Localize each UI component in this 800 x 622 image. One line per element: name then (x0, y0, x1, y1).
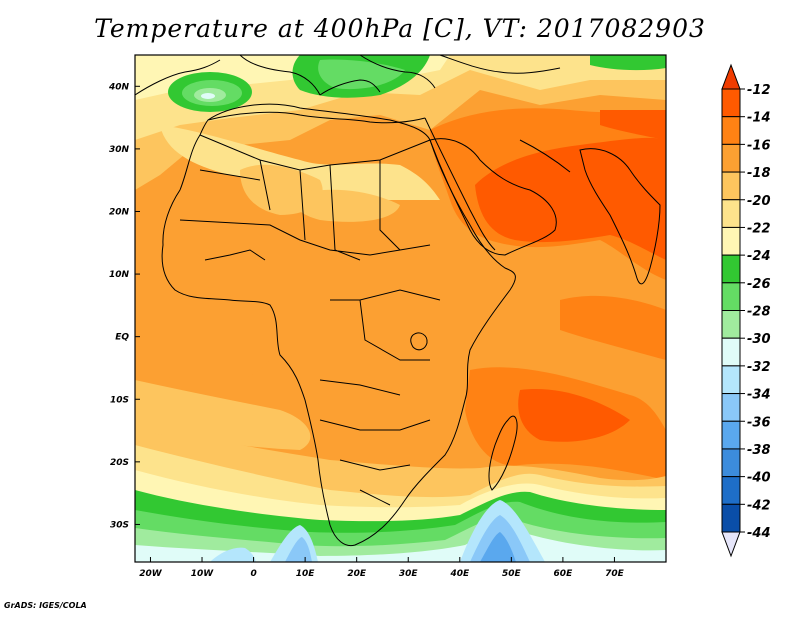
x-tick-label: 10E (296, 569, 316, 579)
y-tick-label: 30N (109, 145, 130, 155)
colorbar-label: -44 (747, 526, 771, 541)
colorbar-label: -32 (747, 360, 771, 375)
colorbar-label: -12 (747, 83, 771, 98)
colorbar-label: -34 (747, 388, 771, 403)
colorbar-label: -20 (747, 194, 771, 209)
x-tick-label: 20W (139, 569, 163, 579)
colorbar-swatch (721, 199, 741, 228)
colorbar-swatch (721, 365, 741, 395)
colorbar-label: -22 (747, 221, 771, 236)
x-tick-label: 0 (250, 569, 256, 579)
colorbar-swatch (721, 143, 741, 173)
y-tick-label: 30S (110, 520, 129, 530)
colorbar-label: -30 (747, 332, 771, 347)
grads-credit: GrADS: IGES/COLA (4, 601, 87, 610)
colorbar-swatch (721, 393, 741, 422)
x-tick-label: 70E (605, 569, 625, 579)
y-tick-label: 20S (110, 458, 129, 468)
y-tick-label: EQ (115, 333, 129, 343)
coastlines (135, 55, 661, 547)
colorbar-label: -40 (747, 471, 771, 486)
y-tick-label: 40N (108, 82, 130, 92)
y-tick-label: 10S (110, 395, 129, 405)
y-tick-label: 20N (109, 207, 130, 217)
colorbar-swatch (721, 476, 741, 505)
colorbar-label: -36 (747, 415, 771, 430)
colorbar-top-arrow (721, 63, 741, 90)
colorbar-label: -38 (747, 443, 771, 458)
colorbar-swatch (721, 420, 741, 450)
x-tick-label: 30E (399, 569, 419, 579)
y-axis-ticks: 40N 30N 20N 10N EQ 10S 20S 30S (108, 82, 140, 530)
colorbar-bottom-arrow (721, 531, 741, 558)
colorbar-swatch (721, 88, 741, 118)
colorbar-swatch (721, 171, 741, 201)
x-tick-label: 40E (449, 569, 470, 579)
colorbar-swatch (721, 310, 741, 339)
x-tick-label: 20E (347, 569, 367, 579)
colorbar-swatch (721, 226, 741, 256)
plot-frame (134, 54, 667, 563)
colorbar: -12 -14 -16 -18 -20 -22 -24 -26 -28 -30 -32 -34 -36 -… (721, 63, 771, 558)
colorbar-label: -24 (747, 249, 771, 264)
colorbar-swatch (721, 254, 741, 284)
colorbar-swatch (721, 282, 741, 311)
colorbar-label: -26 (747, 277, 771, 292)
x-tick-label: 10W (191, 569, 215, 579)
colorbar-swatch (721, 337, 741, 367)
colorbar-label: -42 (747, 498, 771, 513)
colorbar-label: -14 (747, 111, 771, 126)
y-tick-label: 10N (109, 270, 130, 280)
x-axis-ticks: 20W 10W 0 10E 20E 30E 40E 50E 60E 70E (139, 557, 625, 579)
temperature-field (135, 55, 666, 562)
colorbar-swatch (721, 116, 741, 145)
colorbar-swatch (721, 448, 741, 478)
x-tick-label: 50E (502, 569, 522, 579)
colorbar-label: -16 (747, 138, 771, 153)
colorbar-swatch (721, 503, 741, 533)
x-tick-label: 60E (554, 569, 574, 579)
colorbar-label: -18 (747, 166, 771, 181)
chart-title: Temperature at 400hPa [C], VT: 201708290… (94, 14, 706, 43)
colorbar-label: -28 (747, 305, 771, 320)
